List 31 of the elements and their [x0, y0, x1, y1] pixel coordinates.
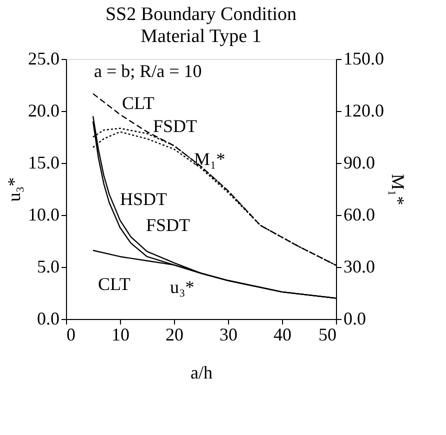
y-tick-label: 5.0: [37, 256, 60, 276]
annotation: u₃*: [170, 277, 194, 297]
y2-tick-label: 120.0: [344, 100, 384, 120]
y2-tick-label: 60.0: [344, 204, 375, 224]
annotation: FSDT: [153, 116, 198, 136]
annotation: CLT: [98, 274, 130, 294]
chart-title: SS2 Boundary Condition: [105, 4, 298, 25]
y-tick-label: 0.0: [37, 308, 60, 328]
y-tick-label: 10.0: [28, 204, 60, 224]
y2-axis-title: M₁*: [388, 174, 408, 206]
x-tick-label: 50: [318, 324, 336, 344]
y2-tick-label: 0.0: [344, 308, 366, 328]
annotation: HSDT: [120, 189, 168, 209]
y-axis-title: u₃*: [4, 177, 24, 202]
x-tick-label: 10: [112, 324, 130, 344]
y2-tick-label: 90.0: [344, 152, 375, 172]
x-tick-label: 40: [274, 324, 292, 344]
y2-tick-label: 30.0: [344, 256, 375, 276]
chart-subtitle: Material Type 1: [140, 26, 262, 47]
annotation: M₁*: [194, 149, 226, 169]
annotation: a = b; R/a = 10: [94, 61, 202, 81]
x-axis-title: a/h: [190, 362, 212, 382]
y2-tick-label: 150.0: [344, 48, 384, 68]
y-tick-label: 15.0: [28, 152, 60, 172]
y-tick-label: 20.0: [28, 100, 60, 120]
x-tick-label: 0: [66, 324, 76, 344]
annotation: CLT: [122, 93, 154, 113]
x-tick-label: 30: [220, 324, 238, 344]
y-tick-label: 25.0: [28, 48, 60, 68]
x-tick-label: 20: [166, 324, 184, 344]
annotation: FSDT: [146, 215, 190, 235]
